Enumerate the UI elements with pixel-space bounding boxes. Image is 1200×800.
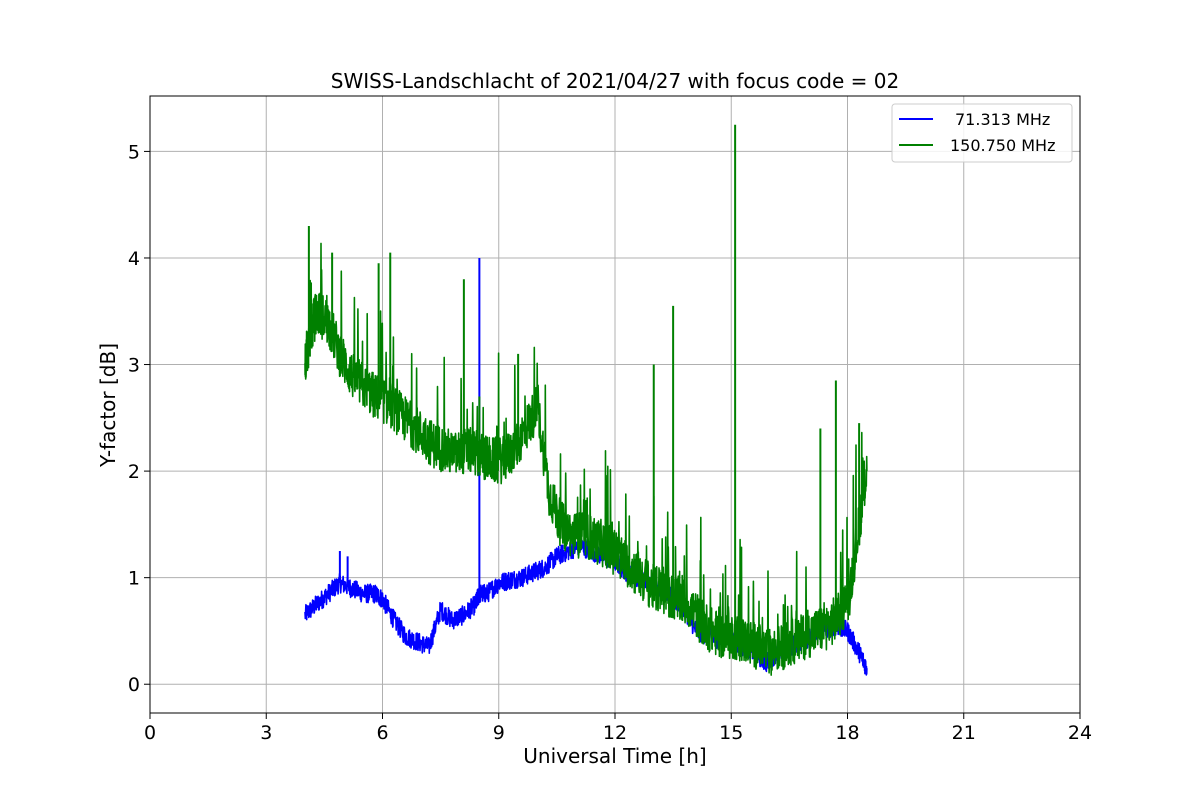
x-tick-label: 12 bbox=[603, 722, 627, 744]
y-tick-label: 3 bbox=[128, 355, 140, 377]
x-tick-label: 6 bbox=[376, 722, 388, 744]
x-axis-label: Universal Time [h] bbox=[523, 744, 706, 768]
y-tick-label: 1 bbox=[128, 568, 140, 590]
y-tick-label: 5 bbox=[128, 141, 140, 163]
legend-label-71-mhz: 71.313 MHz bbox=[955, 110, 1050, 129]
x-tick-label: 9 bbox=[493, 722, 505, 744]
plot-area bbox=[304, 124, 868, 676]
legend-box bbox=[891, 103, 1073, 163]
x-tick-label: 3 bbox=[260, 722, 272, 744]
y-tick-label: 4 bbox=[128, 248, 140, 270]
y-tick-label: 2 bbox=[128, 461, 140, 483]
x-tick-label: 21 bbox=[952, 722, 976, 744]
series-layer bbox=[304, 124, 868, 676]
x-tick-label: 18 bbox=[835, 722, 859, 744]
y-axis: 0 1 2 3 4 5 bbox=[128, 141, 150, 696]
legend-label-150-mhz: 150.750 MHz bbox=[950, 136, 1055, 155]
x-tick-label: 24 bbox=[1068, 722, 1092, 744]
legend: 71.313 MHz 150.750 MHz bbox=[891, 103, 1073, 163]
y-tick-label: 0 bbox=[128, 674, 140, 696]
x-tick-label: 15 bbox=[719, 722, 743, 744]
x-axis: 0 3 6 9 12 15 18 21 24 bbox=[144, 713, 1092, 744]
chart-title: SWISS-Landschlacht of 2021/04/27 with fo… bbox=[331, 69, 899, 93]
y-axis-label: Y-factor [dB] bbox=[96, 343, 120, 468]
x-tick-label: 0 bbox=[144, 722, 156, 744]
